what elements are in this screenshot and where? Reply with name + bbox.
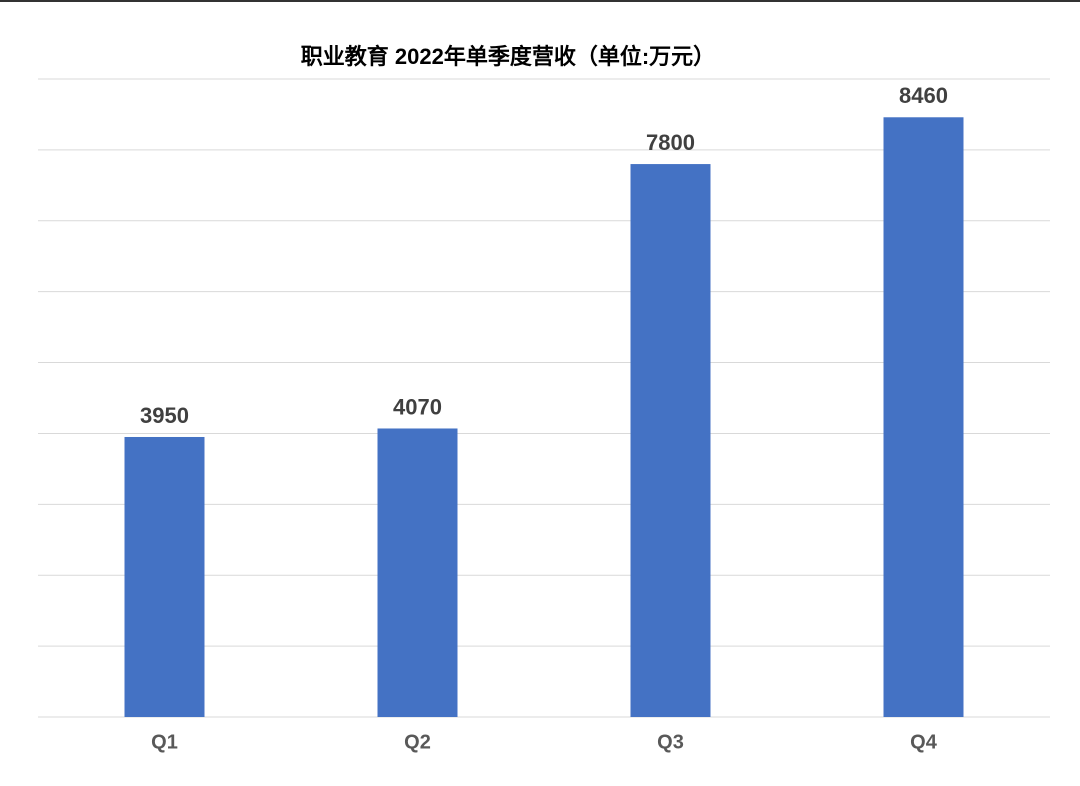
bar: [124, 436, 205, 717]
bar: [377, 428, 458, 717]
data-label: 7800: [646, 130, 695, 155]
x-tick-label: Q2: [404, 731, 431, 753]
data-label: 4070: [393, 394, 442, 419]
data-label: 8460: [899, 83, 948, 108]
x-tick-label: Q4: [910, 731, 938, 753]
x-tick-label: Q1: [151, 731, 178, 753]
bar: [630, 164, 711, 718]
bar: [883, 117, 964, 717]
chart-title: 职业教育 2022年单季度营收（单位:万元）: [301, 44, 715, 69]
x-tick-label: Q3: [657, 731, 684, 753]
data-label: 3950: [140, 403, 189, 428]
